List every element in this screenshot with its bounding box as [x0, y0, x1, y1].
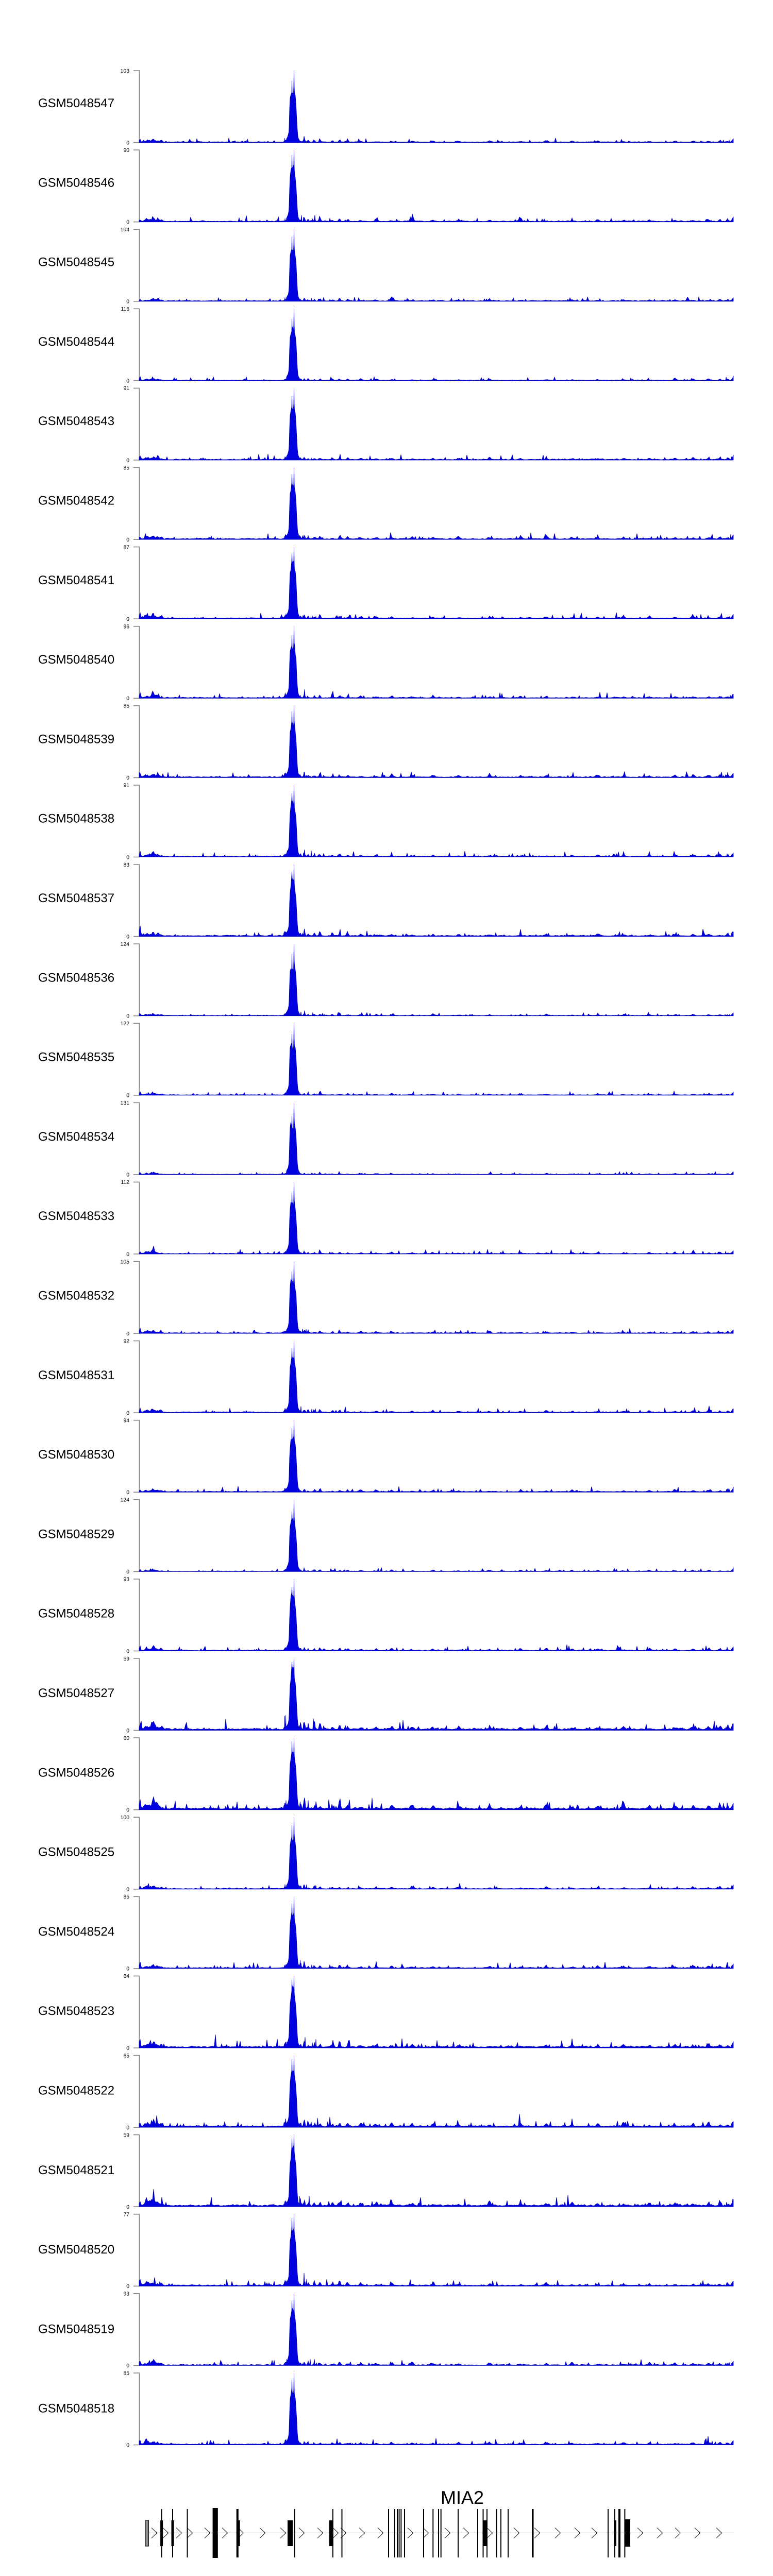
svg-text:GSM5048523: GSM5048523 — [38, 2004, 114, 2018]
svg-text:GSM5048529: GSM5048529 — [38, 1527, 114, 1541]
svg-text:116: 116 — [121, 307, 129, 312]
svg-text:0: 0 — [126, 458, 129, 464]
svg-text:0: 0 — [126, 855, 129, 860]
svg-text:GSM5048519: GSM5048519 — [38, 2322, 114, 2336]
svg-text:GSM5048528: GSM5048528 — [38, 1607, 114, 1621]
svg-text:GSM5048532: GSM5048532 — [38, 1289, 114, 1303]
svg-text:GSM5048544: GSM5048544 — [38, 335, 114, 349]
svg-text:124: 124 — [121, 1498, 130, 1503]
svg-text:0: 0 — [126, 2363, 129, 2369]
svg-text:GSM5048542: GSM5048542 — [38, 494, 114, 508]
svg-text:GSM5048525: GSM5048525 — [38, 1845, 114, 1859]
svg-text:59: 59 — [123, 1656, 129, 1662]
svg-text:90: 90 — [123, 148, 129, 154]
svg-text:GSM5048522: GSM5048522 — [38, 2084, 114, 2098]
svg-text:0: 0 — [126, 1014, 129, 1020]
svg-text:0: 0 — [126, 696, 129, 702]
svg-text:GSM5048537: GSM5048537 — [38, 891, 114, 905]
svg-text:91: 91 — [123, 386, 129, 392]
svg-text:65: 65 — [123, 2053, 129, 2059]
svg-text:60: 60 — [123, 1736, 129, 1741]
svg-text:0: 0 — [126, 775, 129, 781]
svg-text:GSM5048545: GSM5048545 — [38, 256, 114, 269]
svg-text:GSM5048538: GSM5048538 — [38, 812, 114, 826]
svg-text:85: 85 — [123, 2371, 129, 2377]
svg-text:103: 103 — [121, 69, 130, 74]
svg-text:0: 0 — [126, 1173, 129, 1178]
svg-text:96: 96 — [123, 624, 129, 630]
svg-text:GSM5048533: GSM5048533 — [38, 1209, 114, 1223]
svg-text:85: 85 — [123, 1894, 129, 1900]
svg-text:0: 0 — [126, 537, 129, 543]
svg-text:GSM5048524: GSM5048524 — [38, 1925, 114, 1939]
svg-text:83: 83 — [123, 862, 129, 868]
svg-text:0: 0 — [126, 1967, 129, 1972]
svg-text:0: 0 — [126, 1649, 129, 1654]
svg-text:0: 0 — [126, 1728, 129, 1734]
svg-text:GSM5048540: GSM5048540 — [38, 653, 114, 667]
svg-text:GSM5048518: GSM5048518 — [38, 2402, 114, 2416]
svg-text:93: 93 — [123, 2292, 129, 2297]
svg-text:GSM5048531: GSM5048531 — [38, 1368, 114, 1382]
svg-text:100: 100 — [121, 1815, 130, 1821]
svg-text:GSM5048526: GSM5048526 — [38, 1766, 114, 1780]
svg-text:0: 0 — [126, 617, 129, 622]
svg-text:GSM5048546: GSM5048546 — [38, 176, 114, 190]
svg-text:GSM5048521: GSM5048521 — [38, 2163, 114, 2177]
svg-text:92: 92 — [123, 1338, 129, 1344]
svg-text:85: 85 — [123, 704, 129, 709]
svg-text:77: 77 — [123, 2212, 129, 2218]
svg-text:0: 0 — [126, 299, 129, 305]
svg-text:104: 104 — [121, 227, 130, 233]
svg-text:GSM5048535: GSM5048535 — [38, 1050, 114, 1064]
svg-text:124: 124 — [121, 942, 130, 947]
svg-text:0: 0 — [126, 2205, 129, 2210]
svg-text:85: 85 — [123, 465, 129, 471]
svg-text:0: 0 — [126, 1252, 129, 1258]
svg-text:91: 91 — [123, 783, 129, 789]
svg-text:122: 122 — [121, 1021, 130, 1027]
svg-text:GSM5048530: GSM5048530 — [38, 1448, 114, 1462]
svg-text:0: 0 — [126, 1490, 129, 1496]
svg-text:0: 0 — [126, 934, 129, 940]
svg-text:MIA2: MIA2 — [441, 2487, 484, 2508]
svg-text:112: 112 — [121, 1180, 129, 1185]
svg-text:GSM5048527: GSM5048527 — [38, 1686, 114, 1700]
svg-text:0: 0 — [126, 2125, 129, 2131]
svg-text:94: 94 — [123, 1418, 129, 1424]
svg-text:0: 0 — [126, 1808, 129, 1814]
svg-text:64: 64 — [123, 1974, 129, 1979]
svg-text:GSM5048543: GSM5048543 — [38, 414, 114, 428]
svg-text:0: 0 — [126, 220, 129, 226]
svg-text:0: 0 — [126, 1331, 129, 1337]
svg-text:0: 0 — [126, 1569, 129, 1575]
svg-text:0: 0 — [126, 140, 129, 146]
svg-text:GSM5048536: GSM5048536 — [38, 971, 114, 985]
svg-text:0: 0 — [126, 2443, 129, 2448]
svg-text:0: 0 — [126, 1887, 129, 1893]
svg-text:GSM5048520: GSM5048520 — [38, 2243, 114, 2257]
svg-text:59: 59 — [123, 2132, 129, 2138]
svg-text:105: 105 — [121, 1259, 130, 1265]
svg-text:GSM5048541: GSM5048541 — [38, 573, 114, 587]
svg-text:87: 87 — [123, 545, 129, 550]
svg-text:0: 0 — [126, 379, 129, 384]
svg-text:0: 0 — [126, 1411, 129, 1416]
svg-text:0: 0 — [126, 1093, 129, 1099]
svg-text:GSM5048547: GSM5048547 — [38, 96, 114, 110]
svg-text:GSM5048534: GSM5048534 — [38, 1130, 114, 1144]
svg-text:GSM5048539: GSM5048539 — [38, 732, 114, 746]
svg-text:131: 131 — [121, 1100, 130, 1106]
svg-text:0: 0 — [126, 2284, 129, 2290]
svg-text:0: 0 — [126, 2046, 129, 2052]
svg-text:93: 93 — [123, 1577, 129, 1583]
